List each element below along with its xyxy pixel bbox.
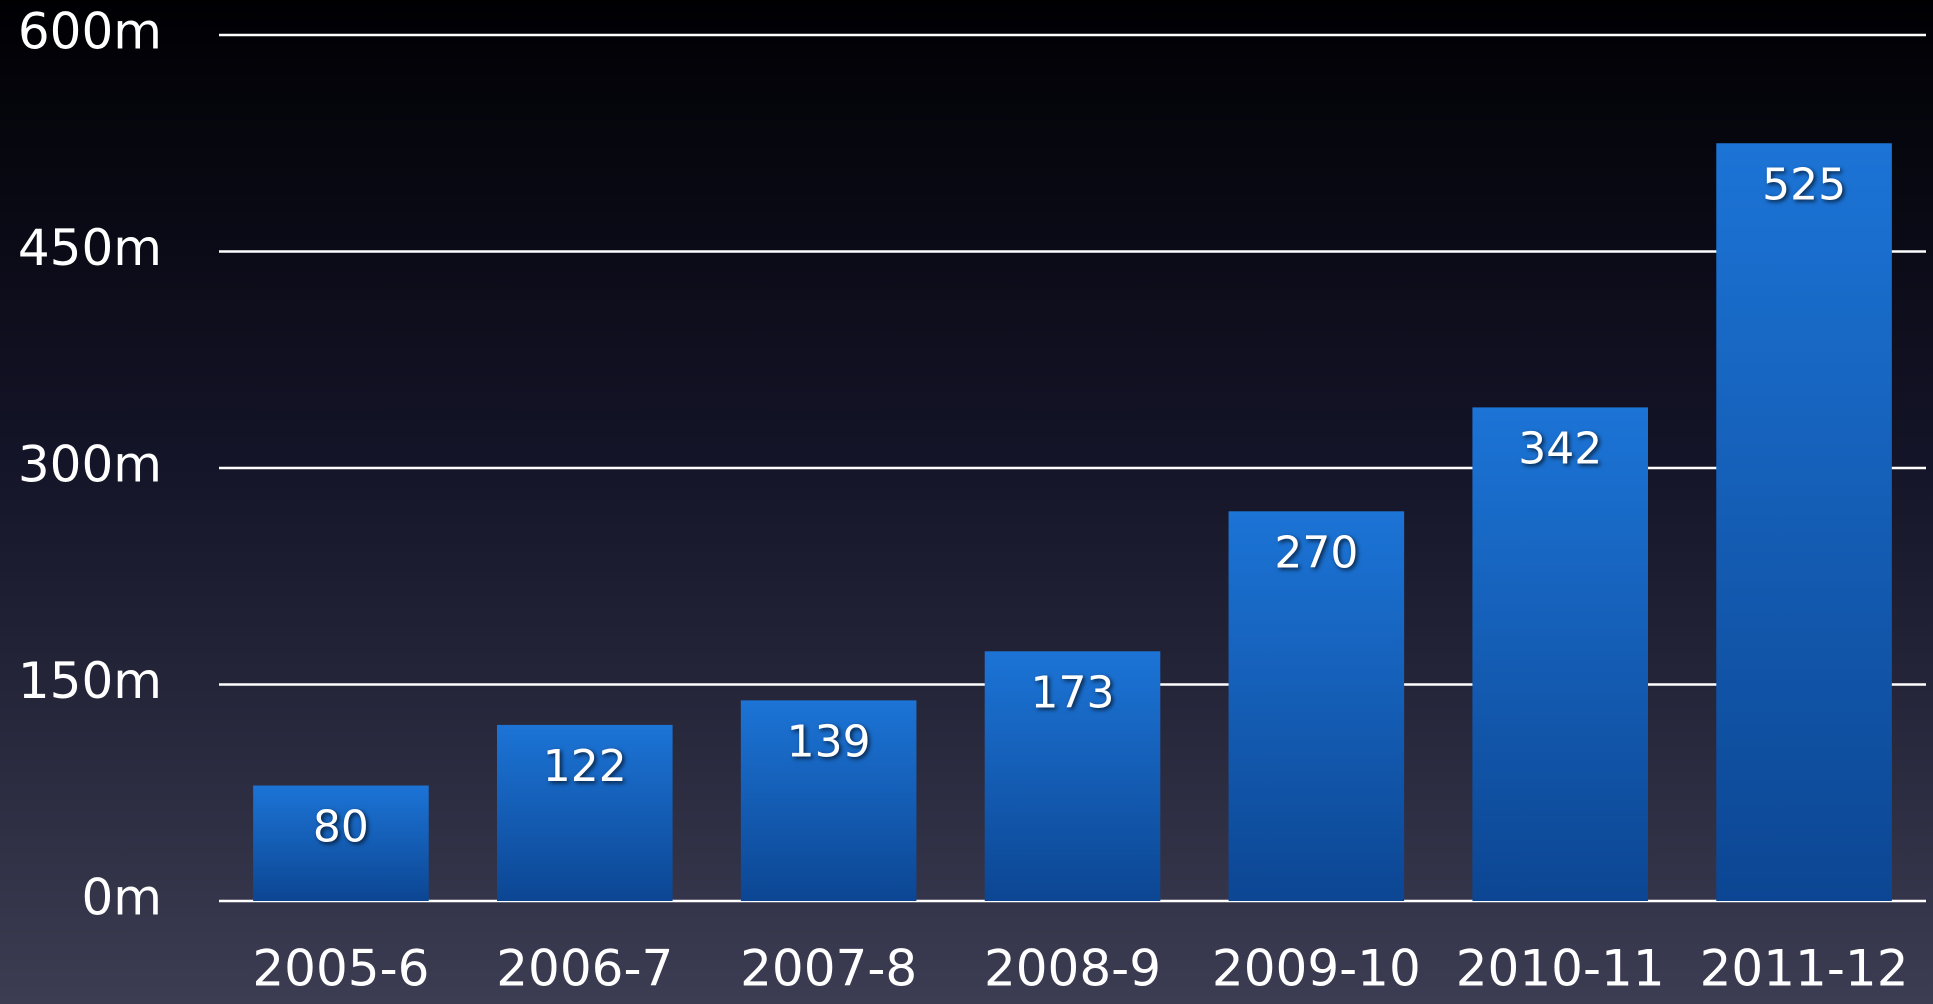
bar [496, 724, 673, 901]
x-tick-label: 2009-10 [1212, 940, 1421, 998]
data-label: 342 [1518, 423, 1602, 474]
bar [984, 651, 1161, 901]
bar [740, 700, 917, 901]
y-tick-label: 150m [18, 652, 162, 710]
data-label: 525 [1762, 159, 1846, 210]
bar [1472, 407, 1649, 901]
data-label: 139 [787, 716, 871, 767]
x-tick-label: 2011-12 [1700, 940, 1909, 998]
y-tick-label: 0m [81, 869, 162, 927]
x-tick-label: 2007-8 [740, 940, 917, 998]
bar [253, 785, 429, 901]
x-tick-label: 2005-6 [252, 940, 429, 998]
data-label: 80 [313, 802, 369, 853]
x-tick-label: 2010-11 [1456, 940, 1665, 998]
bar [1228, 511, 1405, 901]
x-tick-label: 2006-7 [496, 940, 673, 998]
x-tick-label: 2008-9 [984, 940, 1161, 998]
bar [1716, 143, 1892, 901]
data-label: 122 [543, 741, 627, 792]
data-label: 270 [1274, 527, 1358, 578]
y-tick-label: 300m [18, 436, 162, 494]
data-label: 173 [1031, 667, 1115, 718]
y-tick-label: 600m [18, 3, 162, 61]
y-tick-label: 450m [18, 219, 162, 277]
